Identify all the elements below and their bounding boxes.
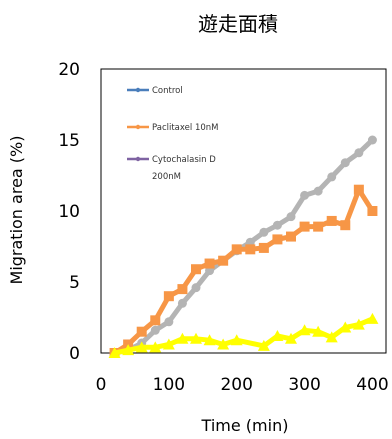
y-tick-label: 15: [58, 131, 80, 151]
data-point: [326, 215, 337, 226]
legend-entry: Control: [127, 86, 183, 96]
data-point: [203, 334, 216, 346]
data-point: [272, 220, 282, 230]
chart-title: 遊走面積: [198, 12, 278, 36]
plot-area: [100, 68, 387, 354]
data-point: [352, 318, 365, 330]
legend-label: 200nM: [152, 172, 181, 182]
data-point: [164, 317, 174, 327]
legend-label: Cytochalasin D: [152, 155, 216, 165]
data-point: [149, 341, 162, 353]
data-point: [340, 158, 350, 168]
data-point: [272, 234, 283, 245]
data-point: [204, 258, 215, 269]
x-axis-label: Time (min): [201, 416, 289, 435]
data-point: [271, 329, 284, 341]
legend: Control Paclitaxel 10nM Cytochalasin D 200n…: [127, 86, 219, 182]
data-point: [327, 172, 337, 182]
data-point: [286, 231, 296, 242]
data-point: [286, 212, 296, 222]
data-point: [367, 206, 378, 216]
data-point: [150, 315, 161, 326]
data-point: [366, 312, 379, 324]
data-point: [285, 332, 297, 344]
data-point: [231, 244, 242, 255]
data-point: [135, 341, 148, 353]
data-point: [353, 184, 364, 195]
data-point: [257, 339, 270, 351]
data-point: [217, 338, 230, 350]
series-layer: [108, 135, 379, 358]
data-point: [300, 190, 310, 200]
data-point: [259, 227, 269, 237]
legend-label: Paclitaxel 10nM: [152, 123, 219, 133]
data-point: [177, 284, 188, 295]
data-point: [313, 221, 324, 232]
x-tick-label: 300: [288, 375, 320, 395]
data-point: [299, 221, 310, 232]
y-tick-label: 5: [69, 273, 80, 293]
data-point: [312, 325, 325, 337]
x-tick-label: 400: [356, 375, 388, 395]
data-point: [245, 244, 256, 255]
data-point: [191, 264, 201, 275]
data-point: [339, 321, 352, 333]
plot-frame: [100, 68, 387, 354]
data-point: [176, 332, 189, 344]
data-point: [258, 242, 269, 253]
data-point: [325, 331, 338, 343]
data-point: [354, 148, 364, 158]
y-tick-label: 20: [58, 60, 80, 80]
legend-marker: [135, 87, 141, 93]
data-point: [190, 332, 202, 344]
data-point: [122, 344, 135, 356]
data-point: [191, 283, 201, 293]
data-point: [367, 135, 377, 145]
y-axis-label: Migration area (%): [7, 136, 26, 285]
data-point: [340, 220, 351, 231]
y-tick-label: 10: [58, 202, 80, 222]
data-point: [298, 324, 311, 336]
data-point: [136, 326, 147, 337]
data-point: [163, 291, 174, 302]
legend-marker: [135, 156, 141, 162]
x-tick-label: 0: [96, 375, 107, 395]
data-point: [230, 334, 243, 346]
data-point: [108, 347, 121, 358]
legend-entry: Cytochalasin D 200nM: [127, 155, 216, 182]
series-3: [108, 312, 379, 358]
data-point: [150, 325, 160, 335]
x-tick-label: 100: [153, 375, 185, 395]
legend-label: Control: [152, 86, 183, 96]
y-tick-label: 0: [69, 344, 80, 364]
data-point: [313, 186, 323, 196]
data-point: [162, 338, 175, 350]
data-point: [218, 255, 229, 266]
x-tick-label: 200: [220, 375, 252, 395]
legend-marker: [135, 124, 141, 130]
legend-entry: Paclitaxel 10nM: [127, 123, 219, 133]
data-point: [177, 298, 187, 308]
